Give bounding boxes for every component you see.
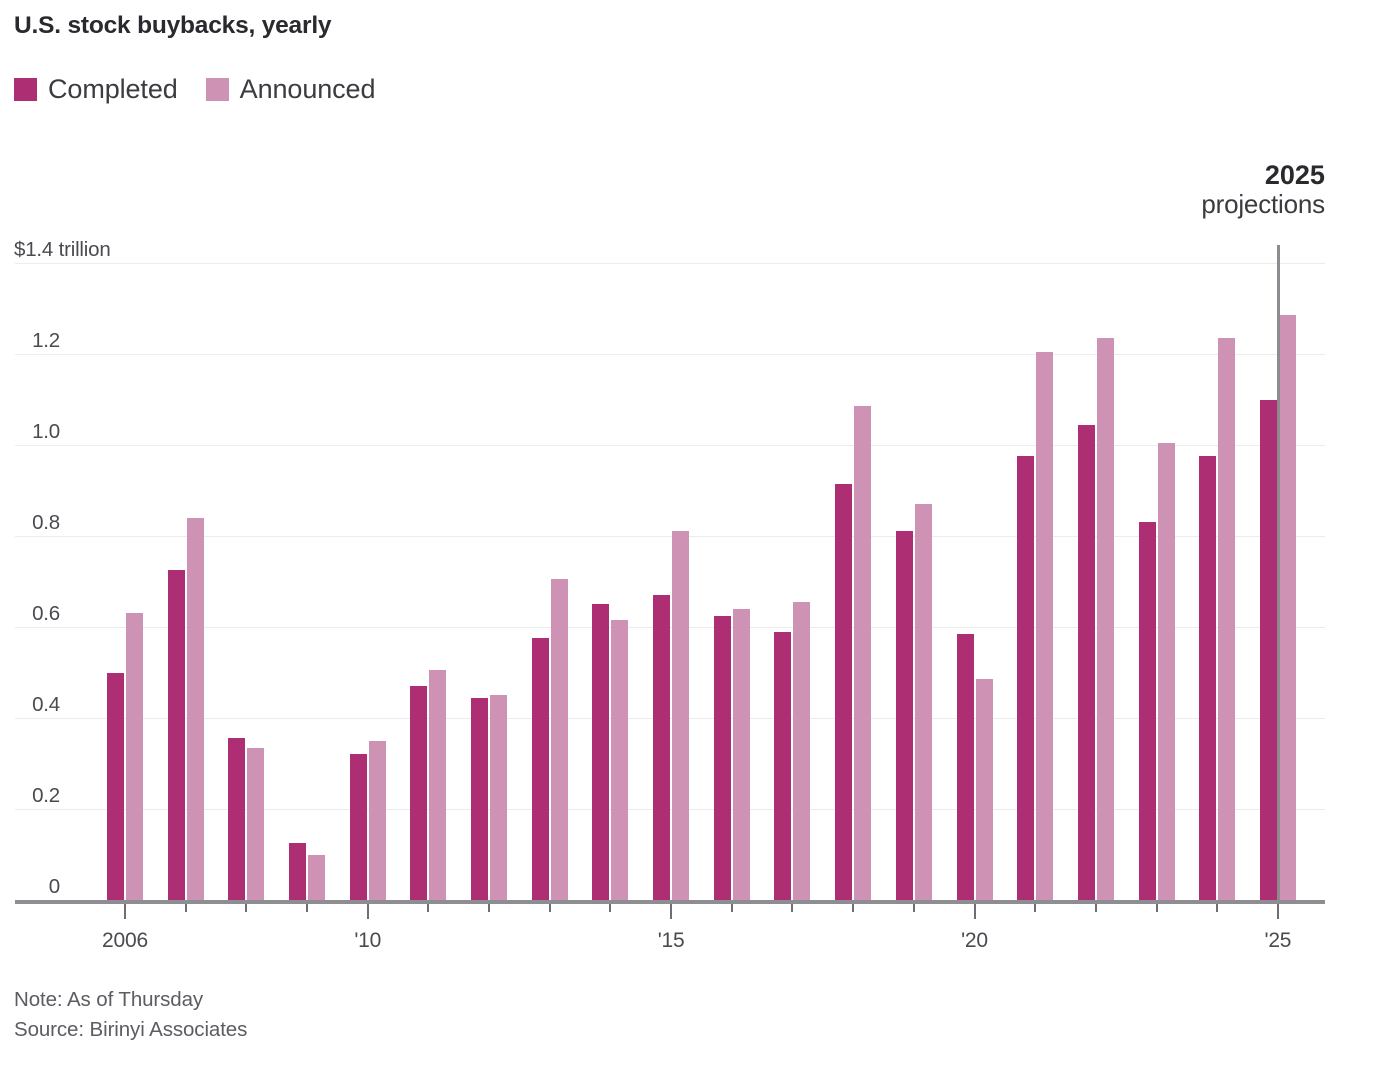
bar-announced-2023 [1157,442,1175,900]
gridline [15,263,1325,264]
bar-completed-2018 [835,483,853,900]
bar-announced-2018 [854,406,872,900]
y-axis-tick-label: 1.2 [32,329,60,352]
legend-item-completed: Completed [14,74,178,105]
bar-completed-2006 [107,672,124,900]
bar-completed-2023 [1138,522,1156,900]
projection-year: 2025 [1264,160,1325,190]
bar-announced-2008 [247,747,265,900]
bar-completed-2010 [349,754,367,900]
legend-swatch-announced [205,78,229,101]
bar-completed-2011 [410,686,428,900]
x-axis-minor-tick [1034,904,1037,912]
x-axis-tick-label: '15 [657,929,685,952]
x-axis-minor-tick [427,904,430,912]
legend-label-announced: Announced [239,74,376,104]
bar-announced-2013 [550,579,568,900]
bar-completed-2020 [956,633,974,900]
y-axis-tick-label: 1.0 [32,420,60,443]
x-axis-major-tick [670,904,673,919]
x-axis-minor-tick [912,904,915,912]
footnote-source: Source: Birinyi Associates [14,1018,248,1042]
bar-completed-2025 [1259,399,1277,900]
bar-announced-2016 [732,608,750,900]
bar-completed-2024 [1199,456,1217,900]
x-axis-major-tick [1276,904,1279,919]
bar-announced-2022 [1096,338,1114,900]
projection-divider-line [1276,245,1280,900]
projection-annotation: 2025 projections [1201,160,1325,219]
bar-completed-2017 [774,631,792,900]
x-axis-tick-label: '10 [354,929,382,952]
bar-announced-2024 [1218,338,1236,900]
y-axis-tick-label: $1.4 trillion [14,238,111,261]
x-axis-major-tick [973,904,976,919]
bar-completed-2009 [289,843,307,900]
x-axis-major-tick [124,904,126,919]
bar-announced-2019 [914,504,932,900]
bar-announced-2014 [611,620,629,900]
y-axis-tick-label: 0.2 [32,784,60,807]
x-axis-tick-label: '25 [1264,929,1292,952]
chart-footnotes: Note: As of Thursday Source: Birinyi Ass… [14,985,247,1046]
x-axis-minor-tick [852,904,855,912]
legend-item-announced: Announced [205,74,376,105]
x-axis-minor-tick [306,904,309,912]
x-axis-line [15,900,1325,904]
gridline [15,536,1325,537]
legend-label-completed: Completed [48,74,178,104]
bar-completed-2015 [653,595,671,900]
y-axis-tick-label: 0.4 [32,693,60,716]
bar-completed-2022 [1077,424,1095,900]
bar-announced-2009 [308,854,326,900]
x-axis-tick-label: '20 [961,929,988,952]
footnote-note: Note: As of Thursday [14,988,204,1011]
x-axis-minor-tick [1155,904,1158,912]
y-axis-tick-label: 0.8 [32,511,60,534]
x-axis-minor-tick [548,904,551,912]
x-axis-minor-tick [488,904,491,912]
bar-completed-2021 [1017,456,1035,900]
gridline [15,445,1325,446]
bar-announced-2020 [975,679,993,900]
bar-completed-2012 [471,697,489,900]
bar-announced-2025 [1278,315,1296,900]
x-axis-minor-tick [791,904,794,912]
bar-completed-2014 [592,604,610,900]
bar-announced-2015 [672,531,690,900]
y-axis-tick-label: 0 [48,875,60,898]
bar-announced-2012 [490,695,508,900]
x-axis-minor-tick [730,904,733,912]
bar-completed-2019 [895,531,913,900]
x-axis-minor-tick [184,904,187,912]
projection-sublabel: projections [1201,189,1325,220]
gridline [15,354,1325,355]
y-axis-tick-label: 0.6 [32,602,60,625]
x-axis-minor-tick [1216,904,1219,912]
bar-completed-2008 [228,738,246,900]
bar-announced-2010 [368,740,386,900]
bar-announced-2007 [186,517,204,900]
x-axis-minor-tick [1094,904,1097,912]
bar-completed-2007 [167,570,185,900]
legend-swatch-completed [14,78,37,101]
x-axis-major-tick [366,904,369,919]
bar-announced-2011 [429,670,447,900]
x-axis-minor-tick [609,904,612,912]
chart-legend: Completed Announced [14,74,403,105]
bar-announced-2021 [1036,351,1054,900]
bar-announced-2017 [793,601,811,900]
x-axis-tick-label: 2006 [102,929,148,952]
bar-completed-2016 [713,615,731,900]
bar-announced-2006 [126,613,143,900]
chart-title: U.S. stock buybacks, yearly [14,12,332,39]
bar-completed-2013 [531,638,549,900]
bar-series-layer [107,315,1296,900]
x-axis-minor-tick [245,904,248,912]
